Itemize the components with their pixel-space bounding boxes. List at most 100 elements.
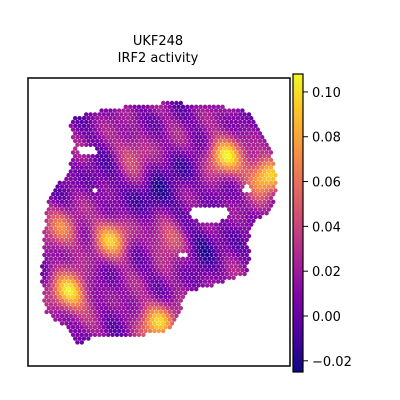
tissue-spot xyxy=(218,161,223,166)
tissue-spot xyxy=(101,317,107,322)
tissue-spot xyxy=(68,237,74,242)
tissue-spot xyxy=(231,131,236,136)
tissue-spot xyxy=(88,211,93,216)
tissue-spot xyxy=(196,237,201,242)
tissue-spot xyxy=(240,184,245,189)
tissue-spot xyxy=(97,150,102,155)
tissue-spot xyxy=(260,142,265,147)
tissue-spot xyxy=(224,127,230,132)
tissue-spot xyxy=(108,321,113,326)
tissue-spot xyxy=(145,112,150,117)
tissue-spot xyxy=(240,123,245,128)
tissue-spot xyxy=(139,176,144,182)
tissue-spot xyxy=(176,211,181,216)
tissue-spot xyxy=(128,150,133,155)
tissue-spot xyxy=(174,123,179,128)
tissue-spot xyxy=(172,218,177,223)
tissue-spot xyxy=(75,180,80,185)
tissue-spot xyxy=(73,237,78,242)
tissue-spot xyxy=(242,173,247,178)
tissue-spot xyxy=(81,199,87,204)
tissue-spot xyxy=(130,283,135,288)
tissue-spot xyxy=(249,131,254,136)
tissue-spot xyxy=(103,313,109,318)
tissue-spot xyxy=(119,332,124,337)
tissue-spot xyxy=(123,188,128,193)
tissue-spot xyxy=(145,157,150,163)
tissue-spot xyxy=(119,119,124,125)
tissue-spot xyxy=(266,161,271,166)
tissue-spot xyxy=(99,146,104,151)
tissue-spot xyxy=(271,176,276,182)
tissue-spot xyxy=(123,104,128,110)
tissue-spot xyxy=(128,294,133,299)
tissue-spot xyxy=(117,245,122,250)
tissue-spot xyxy=(145,294,150,299)
tissue-spot xyxy=(165,108,170,113)
tissue-spot xyxy=(229,241,234,246)
tissue-spot xyxy=(211,271,216,277)
tissue-spot xyxy=(244,154,249,159)
tissue-spot xyxy=(97,157,102,163)
tissue-spot xyxy=(53,226,58,231)
tissue-spot xyxy=(189,241,194,246)
tissue-spot xyxy=(187,184,192,189)
tissue-spot xyxy=(220,119,225,125)
tissue-spot xyxy=(143,268,148,273)
tissue-spot xyxy=(108,116,113,121)
tissue-spot xyxy=(123,142,128,147)
tissue-spot xyxy=(73,222,78,227)
tissue-spot xyxy=(191,222,197,227)
tissue-spot xyxy=(147,230,153,235)
tissue-spot xyxy=(227,161,232,166)
tissue-spot xyxy=(198,264,203,269)
tissue-spot xyxy=(185,241,190,246)
tissue-spot xyxy=(114,279,120,284)
tissue-spot xyxy=(180,112,186,117)
tissue-spot xyxy=(152,275,157,280)
tissue-spot xyxy=(240,154,245,159)
tissue-spot xyxy=(119,173,124,178)
tissue-spot xyxy=(185,233,190,239)
tissue-spot xyxy=(90,298,96,303)
tissue-spot xyxy=(200,199,205,204)
tissue-spot xyxy=(106,226,111,231)
tissue-spot xyxy=(262,138,267,144)
tissue-spot xyxy=(189,112,194,117)
tissue-spot xyxy=(216,256,221,261)
tissue-spot xyxy=(119,188,124,193)
tissue-spot xyxy=(106,309,111,315)
tissue-spot xyxy=(178,131,183,136)
tissue-spot xyxy=(75,226,80,231)
tissue-spot xyxy=(158,249,164,254)
tissue-spot xyxy=(112,290,118,296)
tissue-spot xyxy=(180,180,186,185)
tissue-spot xyxy=(227,275,232,280)
tissue-spot xyxy=(73,230,78,235)
tissue-spot xyxy=(222,146,227,151)
tissue-spot xyxy=(61,226,67,231)
tissue-spot xyxy=(79,211,85,216)
tissue-spot xyxy=(97,135,102,140)
tissue-spot xyxy=(147,237,153,242)
tissue-spot xyxy=(143,283,148,288)
tissue-spot xyxy=(51,260,56,265)
tissue-spot xyxy=(136,218,142,223)
tissue-spot xyxy=(224,203,230,208)
tissue-spot xyxy=(183,260,188,265)
tissue-spot xyxy=(260,157,265,163)
tissue-spot xyxy=(66,233,71,239)
tissue-spot xyxy=(165,214,170,220)
tissue-spot xyxy=(145,195,150,201)
tissue-spot xyxy=(106,180,111,185)
tissue-spot xyxy=(169,176,175,182)
tissue-spot xyxy=(238,256,243,261)
tissue-spot xyxy=(103,252,109,258)
tissue-spot xyxy=(119,180,124,185)
tissue-spot xyxy=(152,306,157,311)
tissue-spot xyxy=(44,264,49,269)
tissue-spot xyxy=(213,138,219,144)
tissue-spot xyxy=(231,184,236,189)
tissue-spot xyxy=(51,268,56,273)
tissue-spot xyxy=(242,218,247,223)
